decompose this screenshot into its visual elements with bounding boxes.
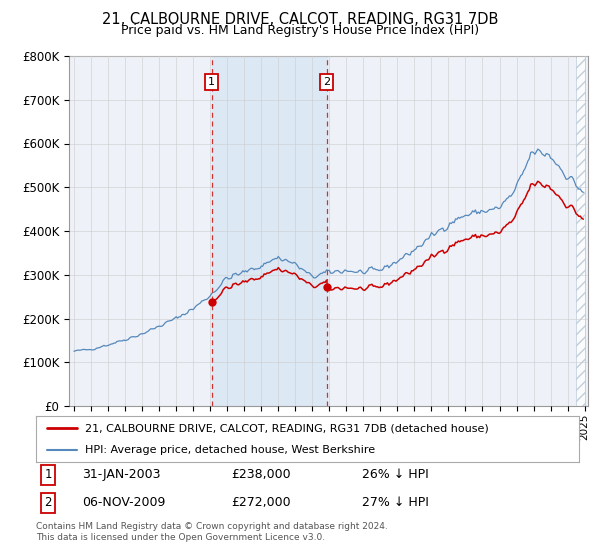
- Text: 21, CALBOURNE DRIVE, CALCOT, READING, RG31 7DB: 21, CALBOURNE DRIVE, CALCOT, READING, RG…: [102, 12, 498, 27]
- Text: £238,000: £238,000: [232, 468, 291, 481]
- Text: 2: 2: [44, 497, 52, 510]
- Text: 21, CALBOURNE DRIVE, CALCOT, READING, RG31 7DB (detached house): 21, CALBOURNE DRIVE, CALCOT, READING, RG…: [85, 423, 488, 433]
- Text: 06-NOV-2009: 06-NOV-2009: [82, 497, 166, 510]
- Text: 1: 1: [44, 468, 52, 481]
- Text: 1: 1: [208, 77, 215, 87]
- Bar: [212, 56, 327, 406]
- Text: 27% ↓ HPI: 27% ↓ HPI: [362, 497, 428, 510]
- Text: Price paid vs. HM Land Registry's House Price Index (HPI): Price paid vs. HM Land Registry's House …: [121, 24, 479, 36]
- Text: HPI: Average price, detached house, West Berkshire: HPI: Average price, detached house, West…: [85, 445, 375, 455]
- Text: 31-JAN-2003: 31-JAN-2003: [82, 468, 161, 481]
- Text: £272,000: £272,000: [232, 497, 291, 510]
- Text: 26% ↓ HPI: 26% ↓ HPI: [362, 468, 428, 481]
- Text: Contains HM Land Registry data © Crown copyright and database right 2024.
This d: Contains HM Land Registry data © Crown c…: [36, 522, 388, 542]
- Text: 2: 2: [323, 77, 331, 87]
